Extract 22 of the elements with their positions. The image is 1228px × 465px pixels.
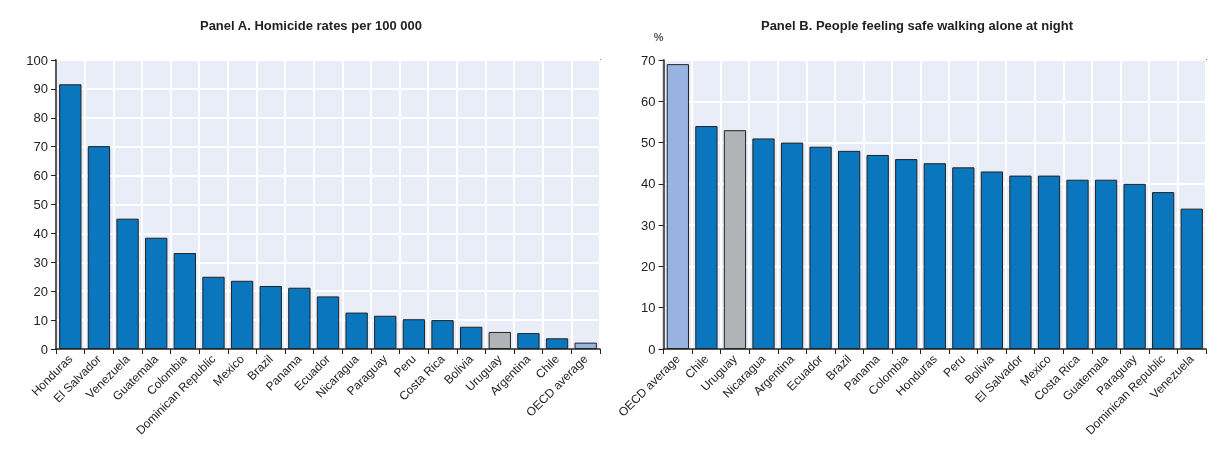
y-tick-label: 30 [641, 217, 656, 233]
y-tick-label: 80 [33, 110, 48, 126]
y-tick-label: 90 [33, 81, 48, 97]
y-tick-label: 0 [648, 341, 656, 357]
y-tick-label: 60 [641, 93, 656, 109]
y-tick-label: 50 [33, 197, 48, 212]
y-tick-label: 40 [33, 225, 48, 241]
y-tick-label: 100 [26, 52, 48, 68]
chart-title: Panel B. People feeling safe walking alone at night [760, 18, 1074, 33]
y-tick-label: 10 [641, 300, 656, 316]
y-tick-label: 30 [33, 254, 48, 270]
y-tick-label: 20 [33, 283, 48, 299]
y-tick-label: 20 [641, 258, 656, 274]
y-tick-label: 70 [641, 52, 656, 68]
y-tick-label: 70 [33, 139, 48, 155]
y-tick-label: 40 [641, 176, 656, 192]
y-axis-title: % [653, 30, 664, 43]
y-tick-label: 10 [33, 312, 48, 328]
y-tick-label: 50 [641, 135, 656, 151]
y-tick-label: 60 [33, 168, 48, 184]
chart-title: Panel A. Homicide rates per 100 000 [199, 18, 423, 33]
y-tick-label: 0 [40, 341, 48, 357]
